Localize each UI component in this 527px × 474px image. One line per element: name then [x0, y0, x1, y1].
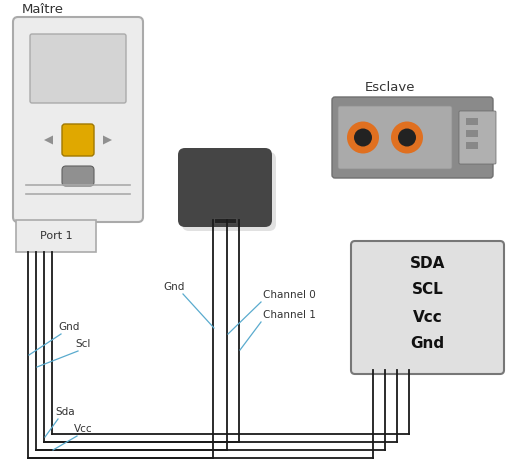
Circle shape	[391, 121, 423, 154]
FancyBboxPatch shape	[178, 148, 272, 227]
Bar	[214, 218, 236, 223]
Text: Vcc: Vcc	[413, 310, 442, 325]
FancyBboxPatch shape	[459, 111, 496, 164]
Text: Scl: Scl	[75, 339, 90, 349]
Text: SDA: SDA	[410, 255, 445, 271]
FancyBboxPatch shape	[62, 166, 94, 186]
FancyBboxPatch shape	[332, 97, 493, 178]
Text: Gnd: Gnd	[163, 282, 184, 292]
Text: Channel 1: Channel 1	[263, 310, 316, 320]
Text: Channel 0: Channel 0	[263, 290, 316, 300]
Text: Gnd: Gnd	[411, 337, 445, 352]
FancyBboxPatch shape	[351, 241, 504, 374]
FancyBboxPatch shape	[338, 106, 452, 169]
Polygon shape	[44, 136, 53, 145]
Text: Vcc: Vcc	[74, 424, 93, 434]
Bar	[16, 220, 96, 252]
Text: Gnd: Gnd	[58, 322, 80, 332]
Circle shape	[398, 128, 416, 146]
FancyBboxPatch shape	[182, 152, 276, 231]
FancyBboxPatch shape	[13, 17, 143, 222]
FancyBboxPatch shape	[62, 124, 94, 156]
Bar	[466, 142, 478, 149]
Text: Sda: Sda	[55, 407, 75, 417]
Text: Maître: Maître	[22, 3, 64, 16]
Circle shape	[347, 121, 379, 154]
Text: Port 1: Port 1	[40, 231, 72, 241]
Polygon shape	[103, 136, 112, 145]
Text: Esclave: Esclave	[365, 81, 415, 94]
Text: SCL: SCL	[412, 283, 443, 298]
FancyBboxPatch shape	[30, 34, 126, 103]
Bar	[466, 130, 478, 137]
Circle shape	[354, 128, 372, 146]
Bar	[466, 118, 478, 125]
